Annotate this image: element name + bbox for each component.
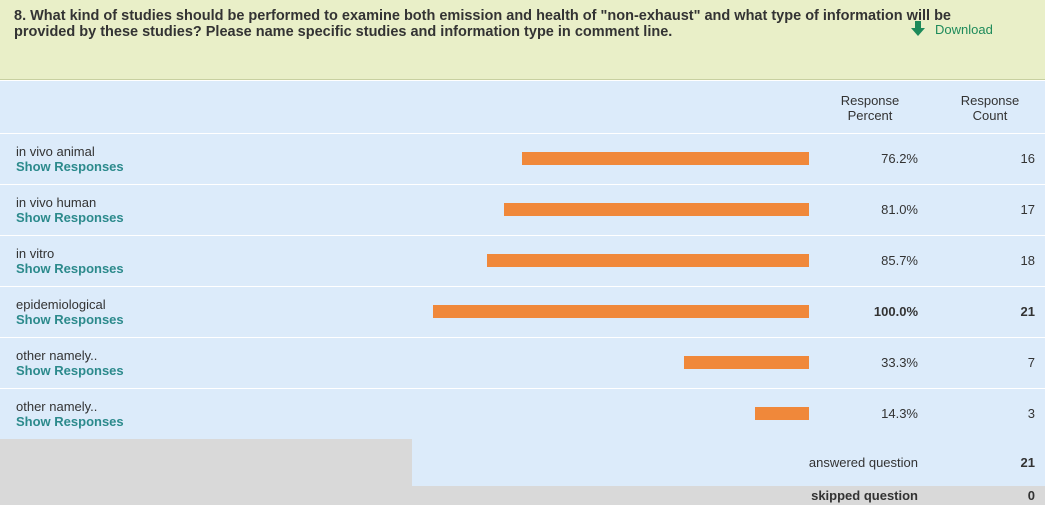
- answer-label: in vitro: [16, 246, 55, 261]
- bar: [522, 152, 809, 165]
- bar: [755, 407, 809, 420]
- response-row: in vivo human Show Responses 81.0% 17: [0, 184, 1045, 235]
- show-responses-link[interactable]: Show Responses: [16, 414, 124, 429]
- show-responses-link[interactable]: Show Responses: [16, 210, 124, 225]
- answer-label: in vivo animal: [16, 144, 95, 159]
- percent-label: 85.7%: [881, 253, 918, 268]
- percent-label: 81.0%: [881, 202, 918, 217]
- answer-label: other namely..: [16, 348, 98, 363]
- question: 8. What kind of studies should be perfor…: [14, 8, 951, 40]
- show-responses-link[interactable]: Show Responses: [16, 312, 124, 327]
- answered-count: 21: [1020, 455, 1035, 470]
- count-label: 3: [1027, 406, 1035, 421]
- bar: [504, 203, 809, 216]
- count-label: 7: [1027, 355, 1035, 370]
- header-row: Response Percent Response Count: [0, 81, 1045, 133]
- footer-gray: [0, 439, 412, 505]
- count-header: Response Count: [960, 93, 1020, 123]
- bar: [683, 356, 809, 369]
- response-row: epidemiological Show Responses 100.0% 21: [0, 286, 1045, 337]
- skipped-count: 0: [1027, 488, 1035, 503]
- answer-label: other namely..: [16, 399, 98, 414]
- percent-label: 33.3%: [881, 355, 918, 370]
- show-responses-link[interactable]: Show Responses: [16, 261, 124, 276]
- answer-label: epidemiological: [16, 297, 106, 312]
- count-label: 18: [1020, 253, 1035, 268]
- answer-label: in vivo human: [16, 195, 97, 210]
- percent-label: 14.3%: [881, 406, 918, 421]
- count-label: 17: [1020, 202, 1035, 217]
- response-row: other namely.. Show Responses 14.3% 3: [0, 388, 1045, 439]
- skipped-label: skipped question: [811, 488, 918, 503]
- count-label: 16: [1020, 151, 1035, 166]
- show-responses-link[interactable]: Show Responses: [16, 363, 124, 378]
- bar: [486, 254, 809, 267]
- skipped-row: [412, 486, 1045, 505]
- download-icon: [911, 21, 925, 36]
- response-row: other namely.. Show Responses 33.3% 7: [0, 337, 1045, 388]
- question-box: 8. What kind of studies should be perfor…: [0, 0, 1045, 80]
- show-responses-link[interactable]: Show Responses: [16, 159, 124, 174]
- answered-label: answered question: [808, 455, 918, 470]
- percent-header: Response Percent: [840, 93, 900, 123]
- response-row: in vivo animal Show Responses 76.2% 16: [0, 133, 1045, 184]
- download-link[interactable]: Download: [911, 21, 993, 37]
- answered-row: [412, 439, 1045, 486]
- percent-label: 76.2%: [881, 151, 918, 166]
- count-label: 21: [1020, 304, 1035, 319]
- bar: [433, 305, 809, 318]
- download-text[interactable]: Download: [935, 22, 993, 37]
- response-row: in vitro Show Responses 85.7% 18: [0, 235, 1045, 286]
- percent-label: 100.0%: [873, 304, 918, 319]
